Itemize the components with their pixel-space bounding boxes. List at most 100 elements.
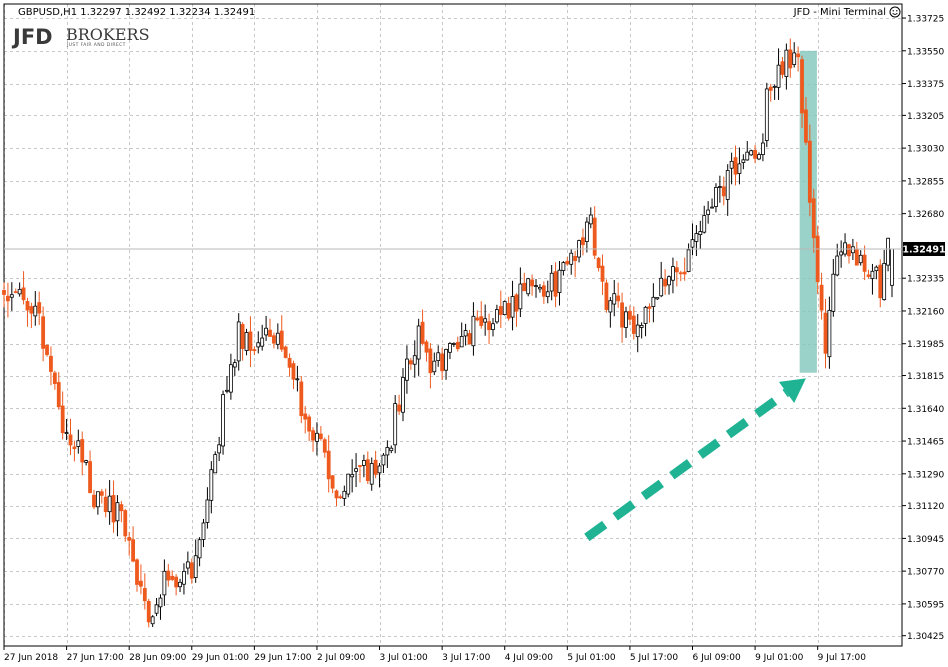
candle-body [178, 581, 182, 588]
candle-body [854, 248, 859, 266]
highlight-rect [799, 50, 817, 373]
candle-body [240, 324, 245, 349]
x-tick-label: 2 Jul 09:00 [317, 653, 366, 663]
candle-body [365, 459, 370, 482]
candle-body [541, 285, 546, 297]
candle-body [45, 344, 49, 355]
y-tick-label: 1.31815 [907, 372, 944, 382]
x-tick-label: 4 Jul 09:00 [505, 653, 554, 663]
candle-body [620, 302, 624, 328]
candle-body [455, 341, 460, 350]
candle-body [142, 588, 147, 602]
smiley-icon[interactable] [889, 6, 901, 18]
candle-body [553, 271, 558, 297]
candle-body [369, 463, 374, 485]
candle-body [115, 502, 120, 522]
candle-body [252, 349, 257, 352]
candle-body [52, 372, 57, 384]
candle-body [291, 363, 296, 380]
candle-body [444, 348, 448, 371]
candle-body [56, 382, 61, 408]
x-tick-label: 3 Jul 01:00 [380, 653, 429, 663]
candle-body [733, 157, 738, 175]
candle-body [416, 325, 421, 360]
candle-body [146, 600, 151, 623]
x-tick-label: 9 Jul 17:00 [818, 653, 867, 663]
candle-body [745, 151, 750, 161]
candle-body [557, 269, 562, 293]
y-tick-label: 1.31465 [907, 438, 944, 448]
candle-body [127, 537, 132, 541]
candle-body [236, 321, 241, 362]
candle-body [815, 235, 820, 282]
candle-body [217, 444, 222, 454]
candle-body [635, 324, 640, 338]
candle-body [49, 355, 53, 372]
candle-body [768, 86, 773, 91]
candle-body [318, 433, 323, 440]
candle-body [725, 170, 730, 200]
candle-body [487, 321, 491, 331]
candle-body [76, 440, 81, 447]
candle-body [569, 252, 574, 265]
candle-body [831, 273, 836, 312]
logo-brokers: BROKERS [66, 25, 150, 44]
candle-body [451, 343, 456, 345]
candle-body [874, 266, 879, 272]
candle-body [588, 214, 593, 225]
candle-body [201, 522, 206, 540]
candle-body [628, 310, 632, 320]
y-tick-label: 1.30595 [907, 600, 944, 610]
y-tick-label: 1.33030 [907, 145, 944, 155]
candle-body [150, 616, 155, 625]
candle-body [647, 306, 652, 309]
candle-body [475, 317, 480, 321]
candle-body [530, 279, 535, 287]
candle-body [182, 571, 186, 585]
candle-body [197, 539, 202, 559]
candle-body [41, 316, 46, 349]
current-price-tag: 1.32491 [4, 242, 946, 256]
candle-body [221, 394, 225, 447]
x-tick-label: 5 Jul 01:00 [567, 653, 616, 663]
candle-body [757, 154, 761, 160]
candle-body [68, 434, 73, 446]
candle-body [467, 333, 472, 345]
candle-body [839, 251, 844, 256]
candle-body [2, 290, 6, 295]
candle-body [260, 337, 265, 347]
arrow-shaft [584, 388, 790, 542]
logo-main: JFD [11, 25, 53, 49]
candle-body [166, 570, 171, 581]
y-tick-label: 1.33550 [907, 47, 944, 57]
candle-body [185, 561, 190, 569]
candle-body [565, 260, 570, 265]
arrow-head [778, 378, 806, 403]
candle-body [256, 342, 261, 348]
symbol-info: GBPUSD,H1 1.32297 1.32492 1.32234 1.3249… [18, 7, 255, 18]
x-axis: 27 Jun 2018 27 Jun 17:00 28 Jun 09:00 29 Ju… [3, 646, 867, 663]
candle-body [886, 237, 890, 266]
candle-body [800, 59, 804, 114]
candle-body [655, 297, 660, 300]
x-tick-label: 28 Jun 09:00 [129, 653, 186, 663]
candle-body [584, 221, 589, 242]
candle-body [459, 336, 464, 348]
x-tick-label: 29 Jun 01:00 [192, 653, 249, 663]
candle-body [643, 306, 648, 324]
candle-body [631, 315, 636, 334]
candle-body [205, 499, 210, 523]
x-tick-label: 27 Jun 17:00 [67, 653, 124, 663]
terminal-label[interactable]: JFD - Mini Terminal [793, 7, 886, 18]
candle-body [671, 266, 675, 281]
candle-body [307, 416, 312, 432]
candle-body [663, 279, 668, 287]
candle-body [823, 312, 828, 354]
candle-body [592, 217, 597, 256]
current-price-label: 1.32491 [902, 245, 945, 256]
candle-body [84, 460, 89, 463]
candle-body [667, 276, 671, 286]
candle-body [213, 454, 218, 474]
candle-body [561, 262, 566, 271]
